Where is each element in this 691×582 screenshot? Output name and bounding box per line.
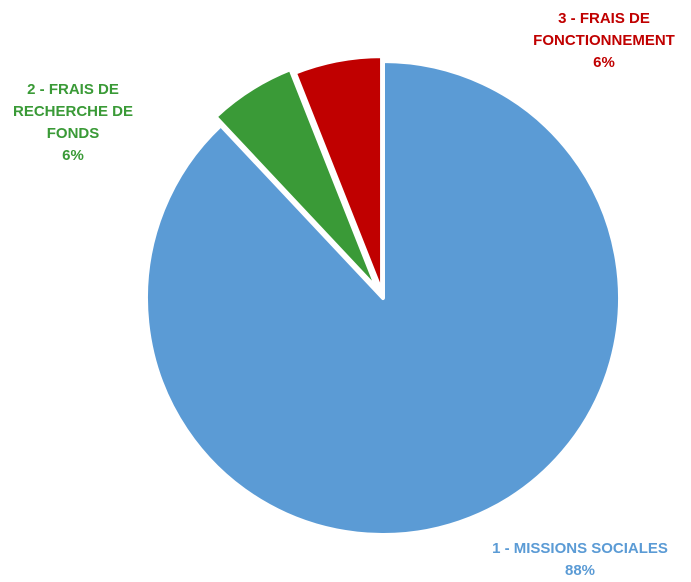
- pie-slice-missions: [144, 59, 622, 537]
- slice-label-missions-sociales: 1 - MISSIONS SOCIALES 88%: [492, 538, 668, 582]
- slice-label-percent: 6%: [593, 54, 615, 71]
- slice-label-text: 2 - FRAIS DE: [27, 81, 119, 98]
- slice-label-text: FONCTIONNEMENT: [533, 32, 675, 49]
- slice-label-percent: 6%: [62, 147, 84, 164]
- slice-label-percent: 88%: [564, 562, 596, 579]
- slice-label-frais-fonctionnement: 3 - FRAIS DE FONCTIONNEMENT 6%: [533, 8, 675, 74]
- slice-label-text: 3 - FRAIS DE: [558, 10, 650, 27]
- pie-slice-recherche: [213, 67, 380, 292]
- slice-label-text: 1 - MISSIONS SOCIALES: [492, 540, 668, 557]
- slice-label-frais-recherche-fonds: 2 - FRAIS DE RECHERCHE DE FONDS 6%: [13, 79, 133, 167]
- slice-label-text: RECHERCHE DE: [12, 103, 134, 120]
- pie-slice-fonctionnement: [292, 54, 385, 296]
- slice-label-text: FONDS: [46, 125, 100, 142]
